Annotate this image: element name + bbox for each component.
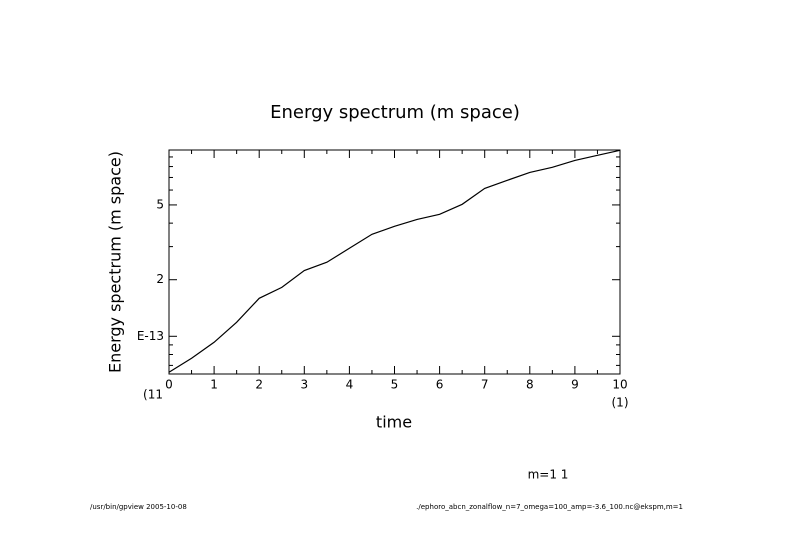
y-tick-label: 5 xyxy=(156,197,164,211)
x-tick-label: 2 xyxy=(255,378,263,392)
x-scale-note: (1) xyxy=(612,396,629,410)
x-tick-label: 10 xyxy=(612,378,627,392)
data-line xyxy=(168,149,621,373)
y-tick-label: 2 xyxy=(156,272,164,286)
x-tick-label: 5 xyxy=(391,378,399,392)
y-axis-label: Energy spectrum (m space) xyxy=(106,151,125,373)
legend-label: m=1 1 xyxy=(528,468,569,482)
x-tick-label: 9 xyxy=(571,378,579,392)
x-axis-label: time xyxy=(376,413,412,432)
x-tick-label: 8 xyxy=(526,378,534,392)
footer: ./ephoro_abcn_zonalflow_n=7_omega=100_am… xyxy=(416,503,683,511)
y-tick-label: E-13 xyxy=(137,329,164,343)
x-tick-label: 0 xyxy=(165,378,173,392)
x-tick-label: 7 xyxy=(481,378,489,392)
chart-title: Energy spectrum (m space) xyxy=(270,102,520,123)
x-tick-label: 1 xyxy=(210,378,218,392)
x-tick-label: 6 xyxy=(436,378,444,392)
x-scale-note: (11 xyxy=(143,388,163,402)
x-tick-label: 3 xyxy=(300,378,308,392)
x-tick-label: 4 xyxy=(346,378,354,392)
footer: /usr/bin/gpview 2005-10-08 xyxy=(90,503,187,511)
